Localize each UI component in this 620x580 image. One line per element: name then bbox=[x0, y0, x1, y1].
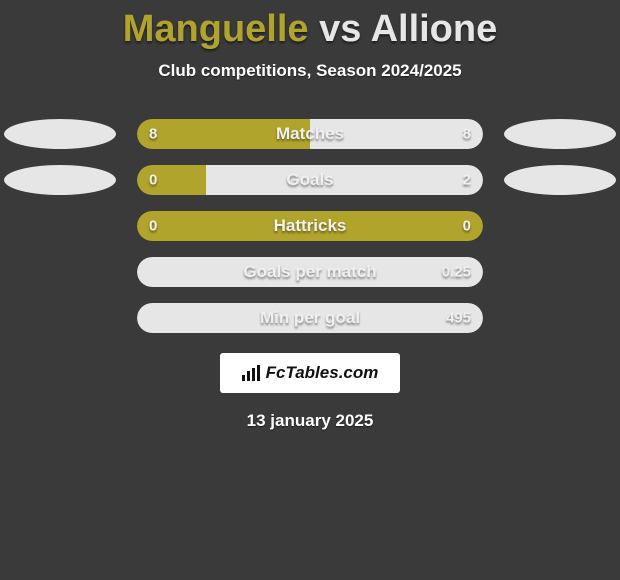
subtitle: Club competitions, Season 2024/2025 bbox=[0, 61, 620, 81]
bar-track: Goals0 2 bbox=[137, 165, 483, 195]
bar-label: Matches bbox=[137, 124, 483, 144]
player1-name: Manguelle bbox=[123, 8, 309, 50]
date-label: 13 january 2025 bbox=[0, 411, 620, 431]
bar-value-player1: 8 bbox=[149, 126, 157, 143]
stat-row: Goals per match0.25 bbox=[0, 249, 620, 295]
bar-track: Min per goal495 bbox=[137, 303, 483, 333]
stat-row: Matches8 8 bbox=[0, 111, 620, 157]
bar-label: Hattricks bbox=[137, 216, 483, 236]
bar-value-player1: 0 bbox=[149, 172, 157, 189]
brand-badge: FcTables.com bbox=[220, 353, 401, 393]
bar-label: Goals bbox=[137, 170, 483, 190]
brand-text: FcTables.com bbox=[266, 363, 379, 383]
player1-ellipse bbox=[4, 165, 116, 195]
bar-value-player2: 0.25 bbox=[442, 264, 471, 281]
bar-label: Goals per match bbox=[137, 262, 483, 282]
player2-ellipse bbox=[504, 119, 616, 149]
bar-value-player2: 495 bbox=[446, 310, 471, 327]
page-title: Manguelle vs Allione bbox=[0, 0, 620, 51]
bar-value-player2: 8 bbox=[463, 126, 471, 143]
stat-row: Hattricks0 0 bbox=[0, 203, 620, 249]
brand-chart-icon bbox=[242, 365, 260, 381]
brand-wrap: FcTables.com bbox=[0, 353, 620, 393]
comparison-chart: Matches88Goals02Hattricks00Goals per mat… bbox=[0, 111, 620, 341]
bar-value-player2: 2 bbox=[463, 172, 471, 189]
bar-track: Goals per match0.25 bbox=[137, 257, 483, 287]
bar-value-player1: 0 bbox=[149, 218, 157, 235]
bar-track: Matches8 8 bbox=[137, 119, 483, 149]
bar-track: Hattricks0 0 bbox=[137, 211, 483, 241]
player2-ellipse bbox=[504, 165, 616, 195]
player1-ellipse bbox=[4, 119, 116, 149]
bar-label: Min per goal bbox=[137, 308, 483, 328]
stat-row: Min per goal495 bbox=[0, 295, 620, 341]
bar-value-player2: 0 bbox=[463, 218, 471, 235]
vs-label: vs bbox=[319, 8, 361, 50]
player2-name: Allione bbox=[371, 8, 498, 50]
stat-row: Goals0 2 bbox=[0, 157, 620, 203]
